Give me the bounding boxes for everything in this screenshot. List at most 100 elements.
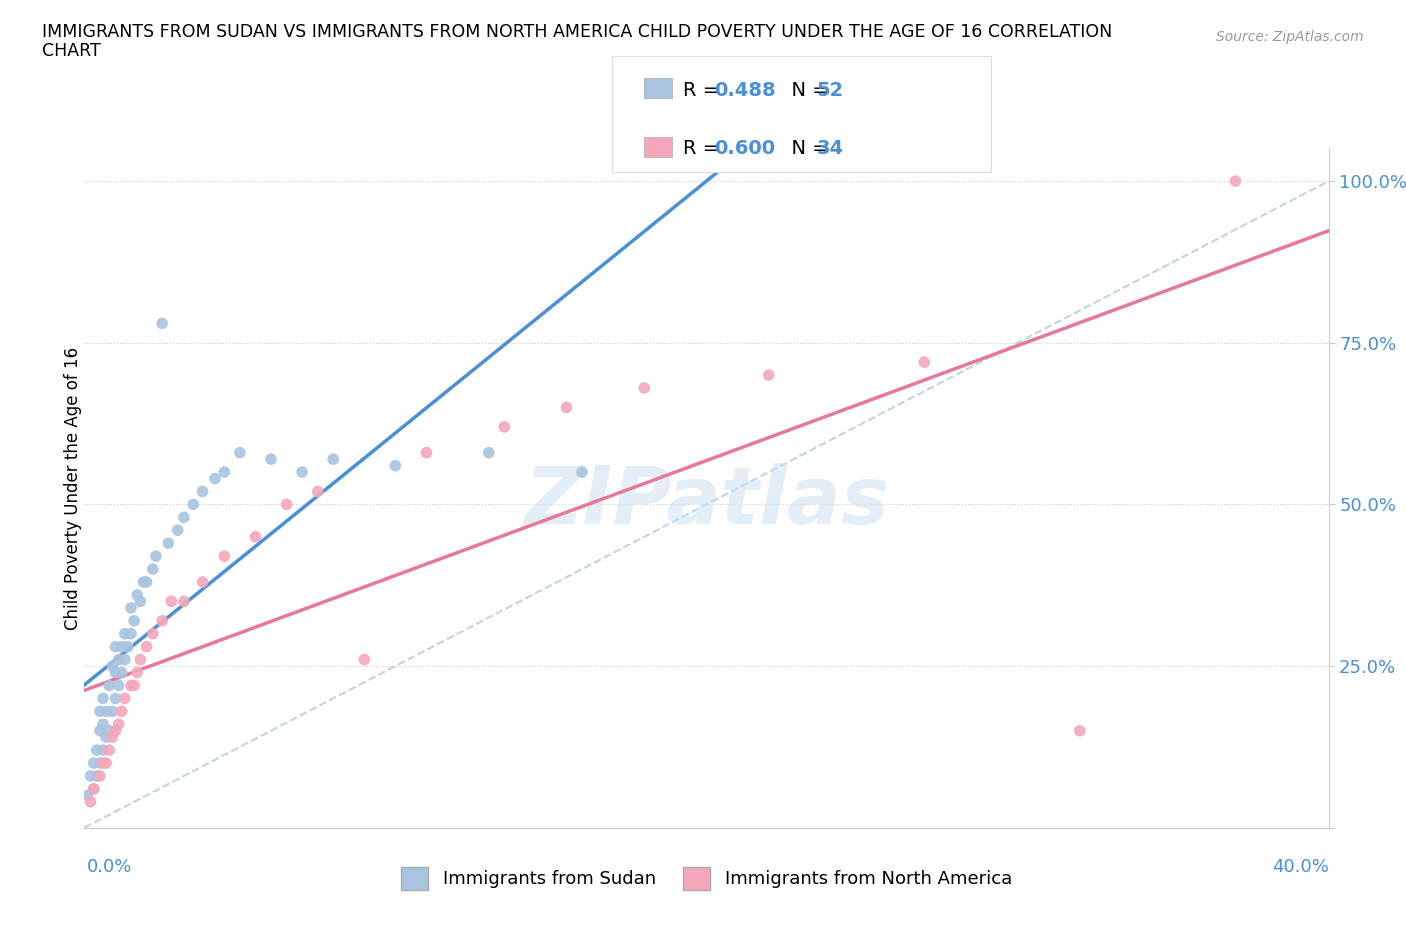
Point — [142, 626, 165, 641]
Point — [912, 354, 935, 369]
Point — [135, 639, 157, 654]
Point — [104, 691, 127, 706]
Text: 0.0%: 0.0% — [87, 858, 132, 876]
Point — [1069, 724, 1091, 738]
Point — [89, 704, 111, 719]
Point — [260, 452, 283, 467]
Point — [633, 380, 655, 395]
Point — [104, 724, 127, 738]
Point — [120, 678, 142, 693]
Point — [150, 316, 173, 331]
Point — [107, 678, 129, 693]
Point — [191, 575, 214, 590]
Legend: Immigrants from Sudan, Immigrants from North America: Immigrants from Sudan, Immigrants from N… — [394, 860, 1019, 897]
Point — [101, 730, 124, 745]
Point — [145, 549, 167, 564]
Point — [94, 704, 117, 719]
Point — [129, 652, 152, 667]
Point — [478, 445, 501, 460]
Text: 40.0%: 40.0% — [1272, 858, 1329, 876]
Point — [107, 717, 129, 732]
Point — [307, 484, 329, 498]
Point — [758, 367, 780, 382]
Point — [204, 472, 226, 486]
Text: CHART: CHART — [42, 42, 101, 60]
Point — [353, 652, 375, 667]
Point — [86, 743, 108, 758]
Point — [142, 562, 165, 577]
Point — [98, 678, 121, 693]
Y-axis label: Child Poverty Under the Age of 16: Child Poverty Under the Age of 16 — [65, 347, 82, 630]
Point — [91, 755, 114, 770]
Point — [101, 704, 124, 719]
Point — [555, 400, 578, 415]
Point — [291, 465, 314, 480]
Point — [114, 652, 136, 667]
Point — [89, 768, 111, 783]
Point — [104, 639, 127, 654]
Point — [122, 614, 145, 629]
Point — [114, 691, 136, 706]
Point — [86, 768, 108, 783]
Text: 0.488: 0.488 — [714, 81, 776, 100]
Point — [94, 755, 117, 770]
Point — [91, 717, 114, 732]
Point — [79, 794, 101, 809]
Point — [114, 626, 136, 641]
Point — [83, 781, 105, 796]
Point — [415, 445, 437, 460]
Point — [79, 768, 101, 783]
Point — [150, 614, 173, 629]
Point — [322, 452, 344, 467]
Point — [98, 743, 121, 758]
Point — [173, 510, 195, 525]
Text: R =: R = — [683, 140, 725, 158]
Point — [83, 755, 105, 770]
Point — [89, 724, 111, 738]
Point — [111, 704, 134, 719]
Point — [94, 730, 117, 745]
Point — [276, 497, 298, 512]
Point — [132, 575, 155, 590]
Point — [91, 691, 114, 706]
Point — [117, 639, 139, 654]
Point — [83, 781, 105, 796]
Point — [214, 549, 236, 564]
Point — [571, 465, 593, 480]
Point — [127, 665, 149, 680]
Point — [157, 536, 180, 551]
Point — [122, 678, 145, 693]
Point — [104, 665, 127, 680]
Point — [166, 523, 188, 538]
Point — [173, 594, 195, 609]
Point — [120, 601, 142, 616]
Point — [111, 639, 134, 654]
Point — [89, 755, 111, 770]
Point — [101, 658, 124, 673]
Point — [120, 626, 142, 641]
Point — [181, 497, 204, 512]
Text: N =: N = — [779, 81, 835, 100]
Point — [245, 529, 267, 544]
Text: 34: 34 — [817, 140, 844, 158]
Point — [127, 588, 149, 603]
Point — [494, 419, 516, 434]
Point — [91, 743, 114, 758]
Text: ZIPatlas: ZIPatlas — [524, 463, 889, 541]
Point — [384, 458, 406, 473]
Point — [76, 788, 98, 803]
Point — [135, 575, 157, 590]
Point — [1225, 174, 1247, 189]
Text: 0.600: 0.600 — [714, 140, 775, 158]
Text: IMMIGRANTS FROM SUDAN VS IMMIGRANTS FROM NORTH AMERICA CHILD POVERTY UNDER THE A: IMMIGRANTS FROM SUDAN VS IMMIGRANTS FROM… — [42, 23, 1112, 41]
Point — [191, 484, 214, 498]
Text: R =: R = — [683, 81, 725, 100]
Text: N =: N = — [779, 140, 835, 158]
Text: 52: 52 — [817, 81, 844, 100]
Point — [107, 652, 129, 667]
Point — [129, 594, 152, 609]
Point — [229, 445, 252, 460]
Text: Source: ZipAtlas.com: Source: ZipAtlas.com — [1216, 30, 1364, 44]
Point — [160, 594, 183, 609]
Point — [111, 665, 134, 680]
